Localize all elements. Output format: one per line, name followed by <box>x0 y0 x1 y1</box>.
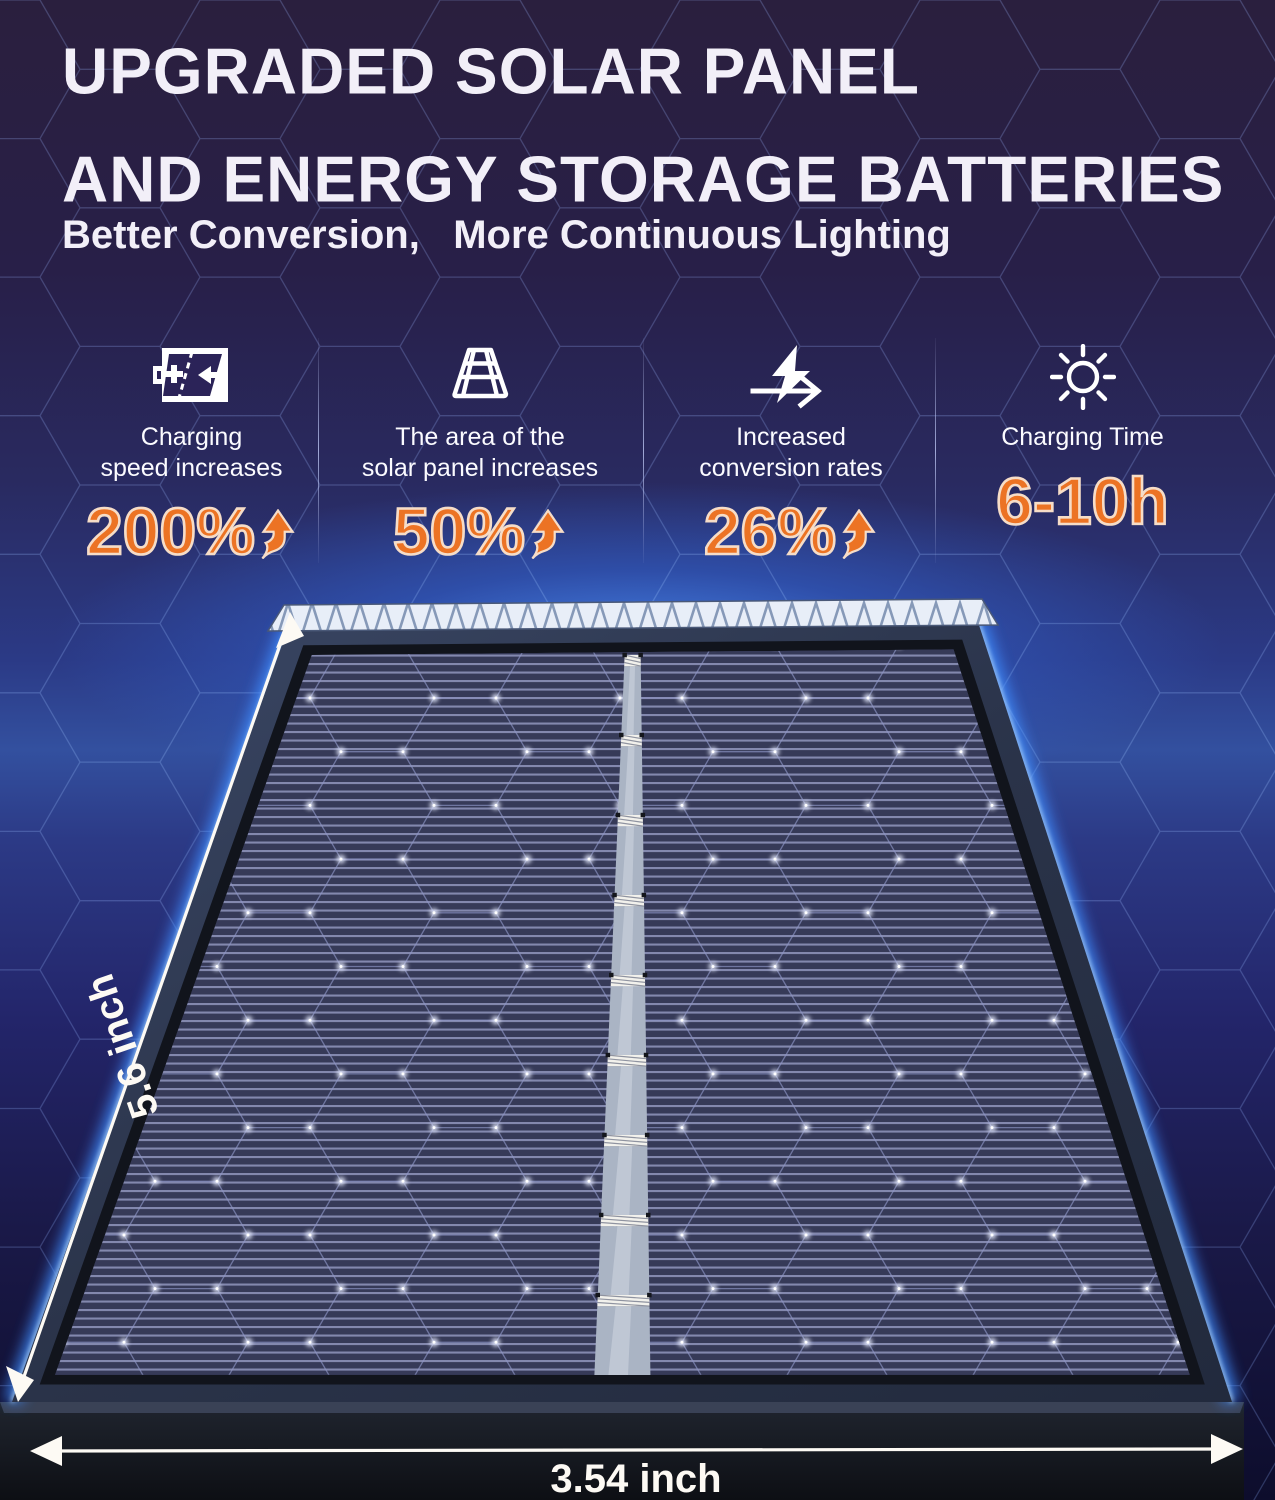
svg-text:3.54 inch: 3.54 inch <box>550 1457 721 1500</box>
